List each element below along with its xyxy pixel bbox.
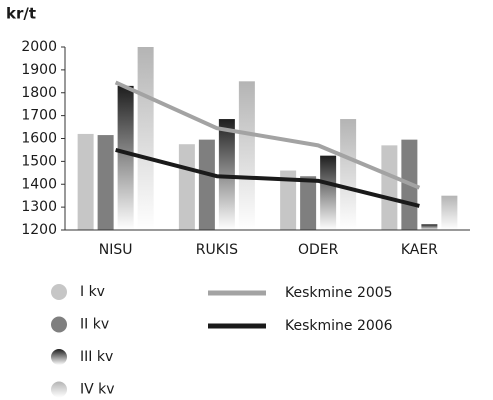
bar	[77, 133, 94, 230]
x-tick-label: NISU	[99, 242, 133, 258]
legend-label: II kv	[80, 317, 109, 333]
bar	[117, 85, 134, 230]
x-tick-label: KAER	[401, 242, 438, 258]
bar	[300, 176, 317, 230]
legend-label: IV kv	[80, 382, 115, 398]
y-tick-label: 1900	[21, 62, 57, 78]
bar	[198, 139, 215, 230]
legend-label: Keskmine 2006	[285, 318, 393, 334]
legend-swatch	[51, 284, 67, 300]
y-tick-label: 1600	[21, 131, 57, 147]
y-tick-label: 1800	[21, 85, 57, 101]
bar	[421, 224, 438, 230]
legend-label: III kv	[80, 349, 113, 365]
bar	[238, 81, 255, 230]
y-tick-label: 2000	[21, 39, 57, 55]
bar	[441, 195, 458, 230]
legend-swatch	[51, 381, 67, 398]
legend-swatch	[51, 349, 67, 365]
bar	[340, 119, 357, 230]
bar	[320, 155, 337, 230]
bar	[178, 144, 195, 230]
y-tick-label: 1500	[21, 153, 57, 169]
legend-label: Keskmine 2005	[285, 285, 393, 301]
bar	[97, 135, 114, 230]
line-series	[115, 148, 420, 208]
y-tick-label: 1400	[21, 176, 57, 192]
line-series	[114, 80, 421, 190]
y-tick-label: 1700	[21, 108, 57, 124]
x-tick-label: RUKIS	[196, 242, 238, 258]
bar	[381, 145, 398, 230]
y-axis-label: kr/t	[6, 5, 36, 23]
y-tick-label: 1200	[21, 222, 57, 238]
x-tick-label: ODER	[298, 242, 339, 258]
bar	[137, 47, 154, 230]
legend-swatch	[51, 316, 67, 333]
bar	[280, 170, 297, 230]
legend-label: I kv	[80, 284, 105, 300]
y-tick-label: 1300	[21, 199, 57, 215]
bar	[218, 119, 235, 230]
